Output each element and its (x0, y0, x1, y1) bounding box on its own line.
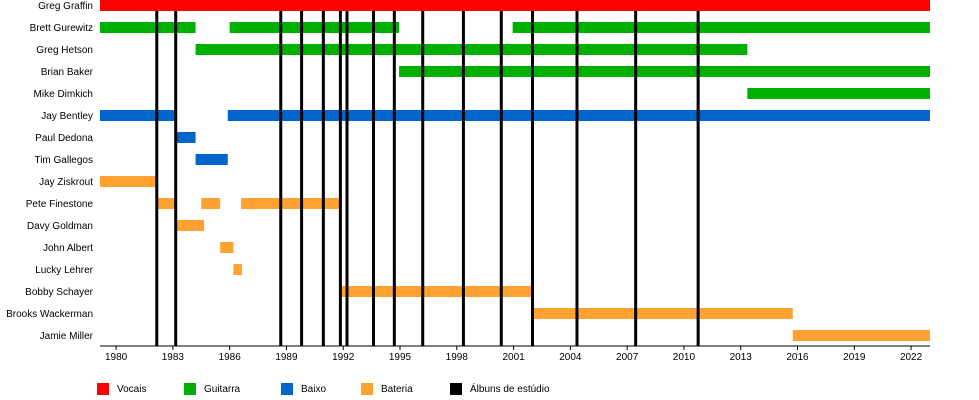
member-name-brian-baker: Brian Baker (41, 67, 94, 78)
bar-greg-hetson-guitarra-1 (195, 44, 748, 55)
membership-bars (100, 0, 930, 341)
x-tick-label-2019: 2019 (843, 352, 866, 363)
member-name-greg-graffin: Greg Graffin (38, 1, 93, 12)
x-axis: 1980 1983 1986 1989 1992 1995 1998 2001 2004 2007… (100, 345, 930, 363)
x-tick-label-1983: 1983 (162, 352, 185, 363)
legend-swatch-bateria (361, 383, 373, 395)
bar-john-albert-bateria-1 (220, 242, 234, 253)
x-tick-label-2004: 2004 (559, 352, 582, 363)
bar-jay-ziskrout-bateria-1 (100, 176, 157, 187)
x-tick-label-2001: 2001 (502, 352, 525, 363)
bar-bobby-schayer-bateria-1 (340, 286, 532, 297)
x-tick-label-1992: 1992 (332, 352, 355, 363)
band-timeline-chart: Greg Graffin Brett Gurewitz Greg Hetson Bri… (6, 0, 930, 363)
x-tick-label-2010: 2010 (673, 352, 696, 363)
x-tick-label-1998: 1998 (446, 352, 469, 363)
legend-label-bateria: Bateria (381, 384, 413, 395)
x-tick-label-1980: 1980 (105, 352, 128, 363)
member-name-jay-ziskrout: Jay Ziskrout (39, 177, 93, 188)
bar-mike-dimkich-guitarra-1 (747, 88, 930, 99)
member-name-jamie-miller: Jamie Miller (40, 331, 94, 342)
legend-swatch-guitarra (184, 383, 196, 395)
legend-label-vocais: Vocais (117, 384, 147, 395)
bar-brett-gurewitz-guitarra-1 (100, 22, 196, 33)
member-name-tim-gallegos: Tim Gallegos (34, 155, 93, 166)
chart-legend: Vocais Guitarra Baixo Bateria Álbuns de … (0, 380, 979, 400)
bar-brian-baker-guitarra-1 (399, 66, 930, 77)
legend-label-baixo: Baixo (301, 384, 327, 395)
legend-swatch-albums (450, 383, 462, 395)
member-name-john-albert: John Albert (43, 243, 93, 254)
member-names: Greg Graffin Brett Gurewitz Greg Hetson Bri… (6, 1, 94, 342)
member-name-paul-dedona: Paul Dedona (35, 133, 93, 144)
album-release-lines (155, 11, 700, 346)
member-name-brett-gurewitz: Brett Gurewitz (30, 23, 93, 34)
bar-brett-gurewitz-guitarra-2 (229, 22, 400, 33)
bar-jay-bentley-baixo-1 (100, 110, 175, 121)
bar-jamie-miller-bateria-1 (792, 330, 930, 341)
member-name-jay-bentley: Jay Bentley (41, 111, 93, 122)
legend-swatch-baixo (281, 383, 293, 395)
x-tick-label-2007: 2007 (616, 352, 639, 363)
bar-brooks-wackerman-bateria-1 (531, 308, 793, 319)
legend-swatch-vocais (97, 383, 109, 395)
bar-pete-finestone-bateria-1 (156, 198, 175, 209)
x-tick-label-2016: 2016 (786, 352, 809, 363)
member-name-davy-goldman: Davy Goldman (27, 221, 93, 232)
legend-label-albums: Álbuns de estúdio (470, 384, 550, 395)
member-name-pete-finestone: Pete Finestone (26, 199, 94, 210)
member-name-mike-dimkich: Mike Dimkich (34, 89, 93, 100)
x-tick-label-1989: 1989 (275, 352, 298, 363)
bar-greg-graffin-vocais-1 (100, 0, 930, 11)
bar-paul-dedona-baixo-1 (174, 132, 196, 143)
member-name-brooks-wackerman: Brooks Wackerman (6, 309, 93, 320)
bar-brett-gurewitz-guitarra-3 (512, 22, 930, 33)
legend-label-guitarra: Guitarra (204, 384, 241, 395)
bar-lucky-lehrer-bateria-1 (233, 264, 242, 275)
x-tick-label-1986: 1986 (219, 352, 242, 363)
bar-pete-finestone-bateria-2 (201, 198, 221, 209)
x-tick-label-1995: 1995 (389, 352, 412, 363)
x-tick-label-2022: 2022 (900, 352, 923, 363)
member-name-bobby-schayer: Bobby Schayer (25, 287, 93, 298)
bar-pete-finestone-bateria-3 (241, 198, 341, 209)
bar-jay-bentley-baixo-2 (227, 110, 930, 121)
bar-tim-gallegos-baixo-1 (195, 154, 228, 165)
bar-davy-goldman-bateria-1 (174, 220, 205, 231)
member-name-greg-hetson: Greg Hetson (36, 45, 93, 56)
member-name-lucky-lehrer: Lucky Lehrer (35, 265, 93, 276)
x-tick-label-2013: 2013 (730, 352, 753, 363)
